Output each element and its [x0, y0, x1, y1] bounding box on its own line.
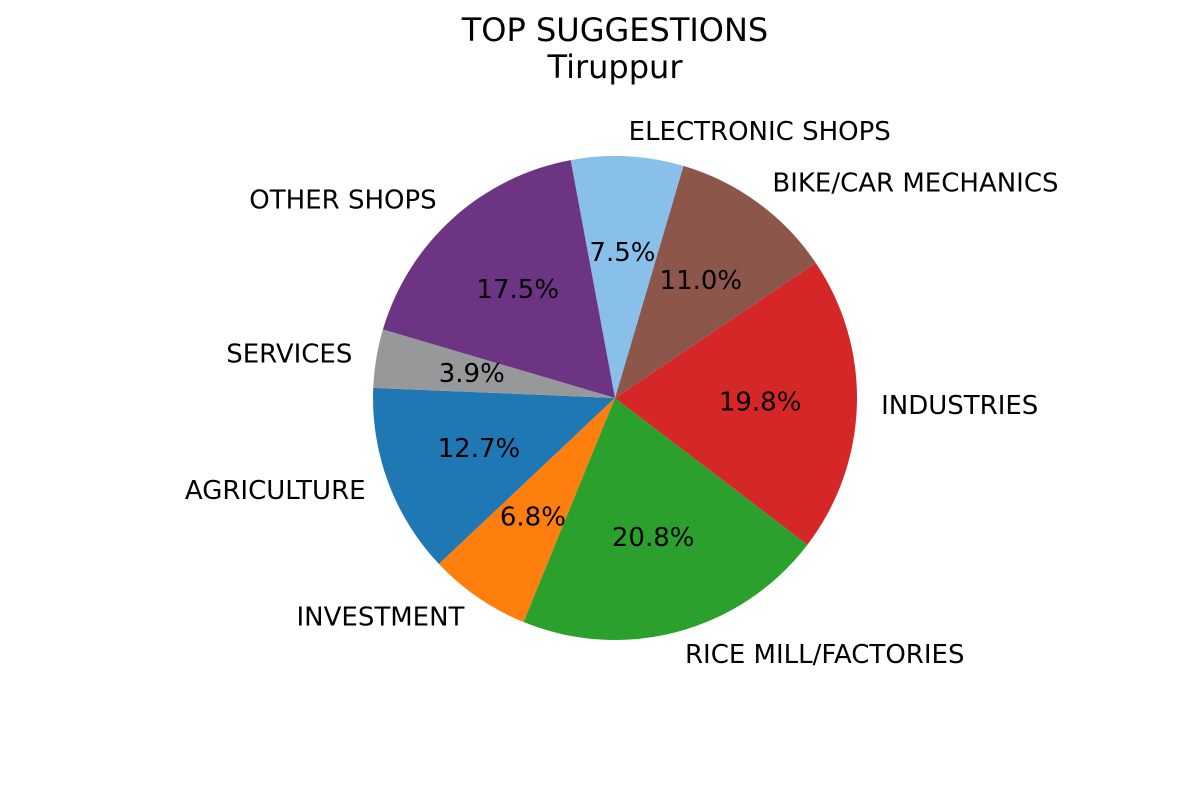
pct-label-bike-car-mechanics: 11.0%: [660, 266, 743, 296]
pie-slice-industries: [615, 262, 857, 545]
chart-title: TOP SUGGESTIONS: [461, 11, 769, 49]
pie-slice-services: [373, 329, 615, 398]
slice-label-bike-car-mechanics: BIKE/CAR MECHANICS: [772, 168, 1058, 198]
slice-label-other-shops: OTHER SHOPS: [249, 185, 436, 215]
pct-label-rice-mill-factories: 20.8%: [612, 523, 695, 553]
pct-label-industries: 19.8%: [719, 387, 802, 417]
pie-slice-investment: [438, 398, 615, 623]
pie-slice-bike-car-mechanics: [615, 165, 816, 398]
slice-label-services: SERVICES: [226, 339, 352, 369]
pie-slice-other-shops: [382, 160, 615, 398]
pie-slice-rice-mill-factories: [523, 398, 808, 640]
pie-slice-electronic-shops: [570, 155, 684, 398]
pct-label-other-shops: 17.5%: [476, 275, 559, 305]
slice-label-rice-mill-factories: RICE MILL/FACTORIES: [685, 640, 964, 670]
pct-label-electronic-shops: 7.5%: [589, 238, 655, 268]
pie-slice-agriculture: [373, 387, 615, 565]
slice-label-investment: INVESTMENT: [297, 603, 465, 633]
pct-label-services: 3.9%: [439, 359, 505, 389]
chart-subtitle: Tiruppur: [547, 48, 683, 86]
pct-label-agriculture: 12.7%: [438, 434, 521, 464]
pct-label-investment: 6.8%: [500, 503, 566, 533]
slice-label-agriculture: AGRICULTURE: [185, 476, 366, 506]
slice-label-industries: INDUSTRIES: [881, 391, 1038, 421]
slice-label-electronic-shops: ELECTRONIC SHOPS: [629, 117, 891, 147]
